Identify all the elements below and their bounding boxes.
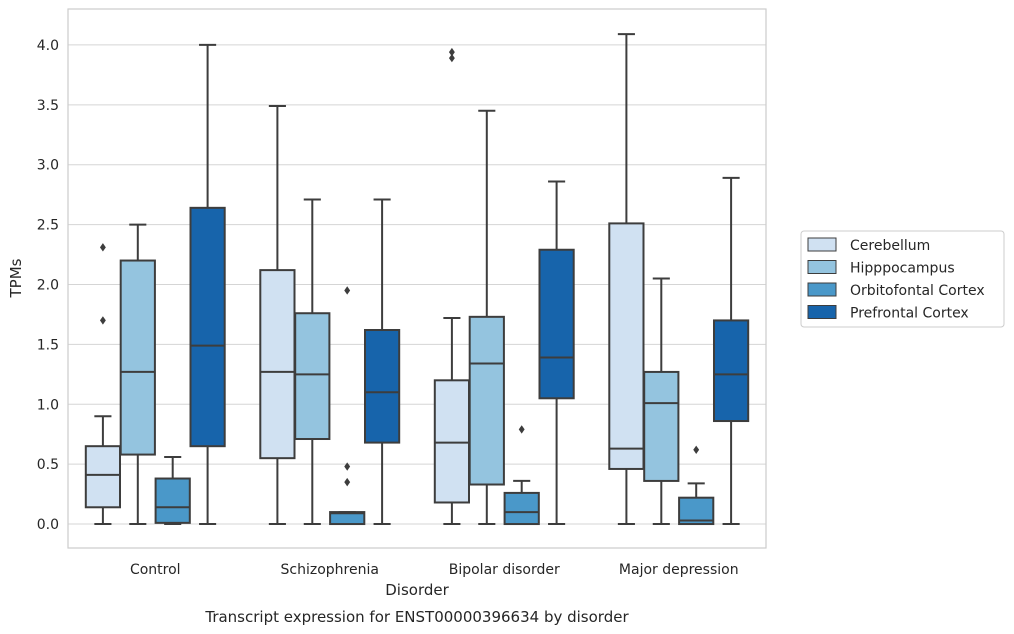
iqr-box xyxy=(84,445,122,509)
iqr-box xyxy=(468,315,505,486)
x-axis-label: Disorder xyxy=(385,581,449,599)
legend-swatch xyxy=(807,305,837,319)
gridlines xyxy=(68,44,766,525)
outlier-point xyxy=(448,53,455,63)
legend-label: Orbitofontal Cortex xyxy=(850,283,985,299)
x-tick-label: Control xyxy=(130,562,181,578)
legend-swatch xyxy=(807,282,837,297)
box-orbitofontal-cortex xyxy=(329,286,366,526)
y-axis-ticks: 0.0 0.5 1.0 1.5 2.0 2.5 3.0 3.5 4.0 xyxy=(37,38,59,533)
box-orbitofontal-cortex xyxy=(154,455,191,526)
iqr-box xyxy=(294,312,331,441)
y-tick-label: 2.5 xyxy=(37,218,59,234)
box-cerebellum xyxy=(433,47,471,526)
x-tick-label: Major depression xyxy=(619,562,739,578)
box-hipppocampus xyxy=(294,198,331,526)
outlier-point xyxy=(99,243,106,252)
iqr-box xyxy=(189,206,226,448)
legend-frame xyxy=(800,230,1005,328)
iqr-box xyxy=(503,491,540,526)
iqr-box xyxy=(712,319,750,423)
box-hipppocampus xyxy=(468,109,505,526)
y-tick-label: 0.0 xyxy=(37,517,59,533)
outlier-point xyxy=(448,47,455,57)
box-prefrontal-cortex xyxy=(189,43,226,526)
iqr-box xyxy=(643,370,680,482)
y-tick-label: 1.0 xyxy=(37,397,59,413)
box-prefrontal-cortex xyxy=(538,180,575,526)
iqr-box xyxy=(608,222,645,470)
boxes xyxy=(84,33,750,526)
iqr-box xyxy=(433,379,471,504)
iqr-box xyxy=(538,248,575,400)
x-tick-label: Bipolar disorder xyxy=(449,562,560,578)
y-tick-label: 4.0 xyxy=(37,38,59,54)
box-orbitofontal-cortex xyxy=(678,445,715,526)
box-cerebellum xyxy=(608,33,645,526)
box-cerebellum xyxy=(259,105,296,526)
plot-area-frame xyxy=(67,8,767,549)
iqr-box xyxy=(329,511,366,526)
outlier-point xyxy=(344,286,351,295)
box-cerebellum xyxy=(84,243,122,526)
x-axis-ticks: Control Schizophrenia Bipolar disorder Majo… xyxy=(130,562,739,578)
y-tick-label: 2.0 xyxy=(37,277,59,293)
box-orbitofontal-cortex xyxy=(503,425,540,526)
iqr-box xyxy=(119,259,156,456)
y-axis-label: TPMs xyxy=(7,258,25,298)
outlier-point xyxy=(344,477,351,487)
y-tick-label: 0.5 xyxy=(37,457,59,473)
legend-swatch xyxy=(807,260,837,274)
legend-label: Hipppocampus xyxy=(850,261,955,277)
outlier-point xyxy=(344,462,351,471)
legend-label: Cerebellum xyxy=(850,238,930,254)
iqr-box xyxy=(259,269,296,460)
box-prefrontal-cortex xyxy=(363,198,401,526)
y-tick-label: 1.5 xyxy=(37,337,59,353)
box-hipppocampus xyxy=(643,277,680,526)
outlier-point xyxy=(99,316,106,325)
y-tick-label: 3.0 xyxy=(37,158,59,174)
outlier-point xyxy=(693,445,700,454)
legend-swatch xyxy=(807,237,837,252)
chart-title: Transcript expression for ENST0000039663… xyxy=(204,608,629,626)
y-tick-label: 3.5 xyxy=(37,98,59,114)
iqr-box xyxy=(363,329,401,444)
iqr-box xyxy=(154,477,191,524)
box-prefrontal-cortex xyxy=(712,176,750,526)
legend-label: Prefrontal Cortex xyxy=(850,306,969,322)
outlier-point xyxy=(518,425,525,434)
x-tick-label: Schizophrenia xyxy=(281,562,379,578)
legend: Cerebellum Hipppocampus Orbitofontal Corte… xyxy=(800,230,1005,328)
box-hipppocampus xyxy=(119,223,156,526)
